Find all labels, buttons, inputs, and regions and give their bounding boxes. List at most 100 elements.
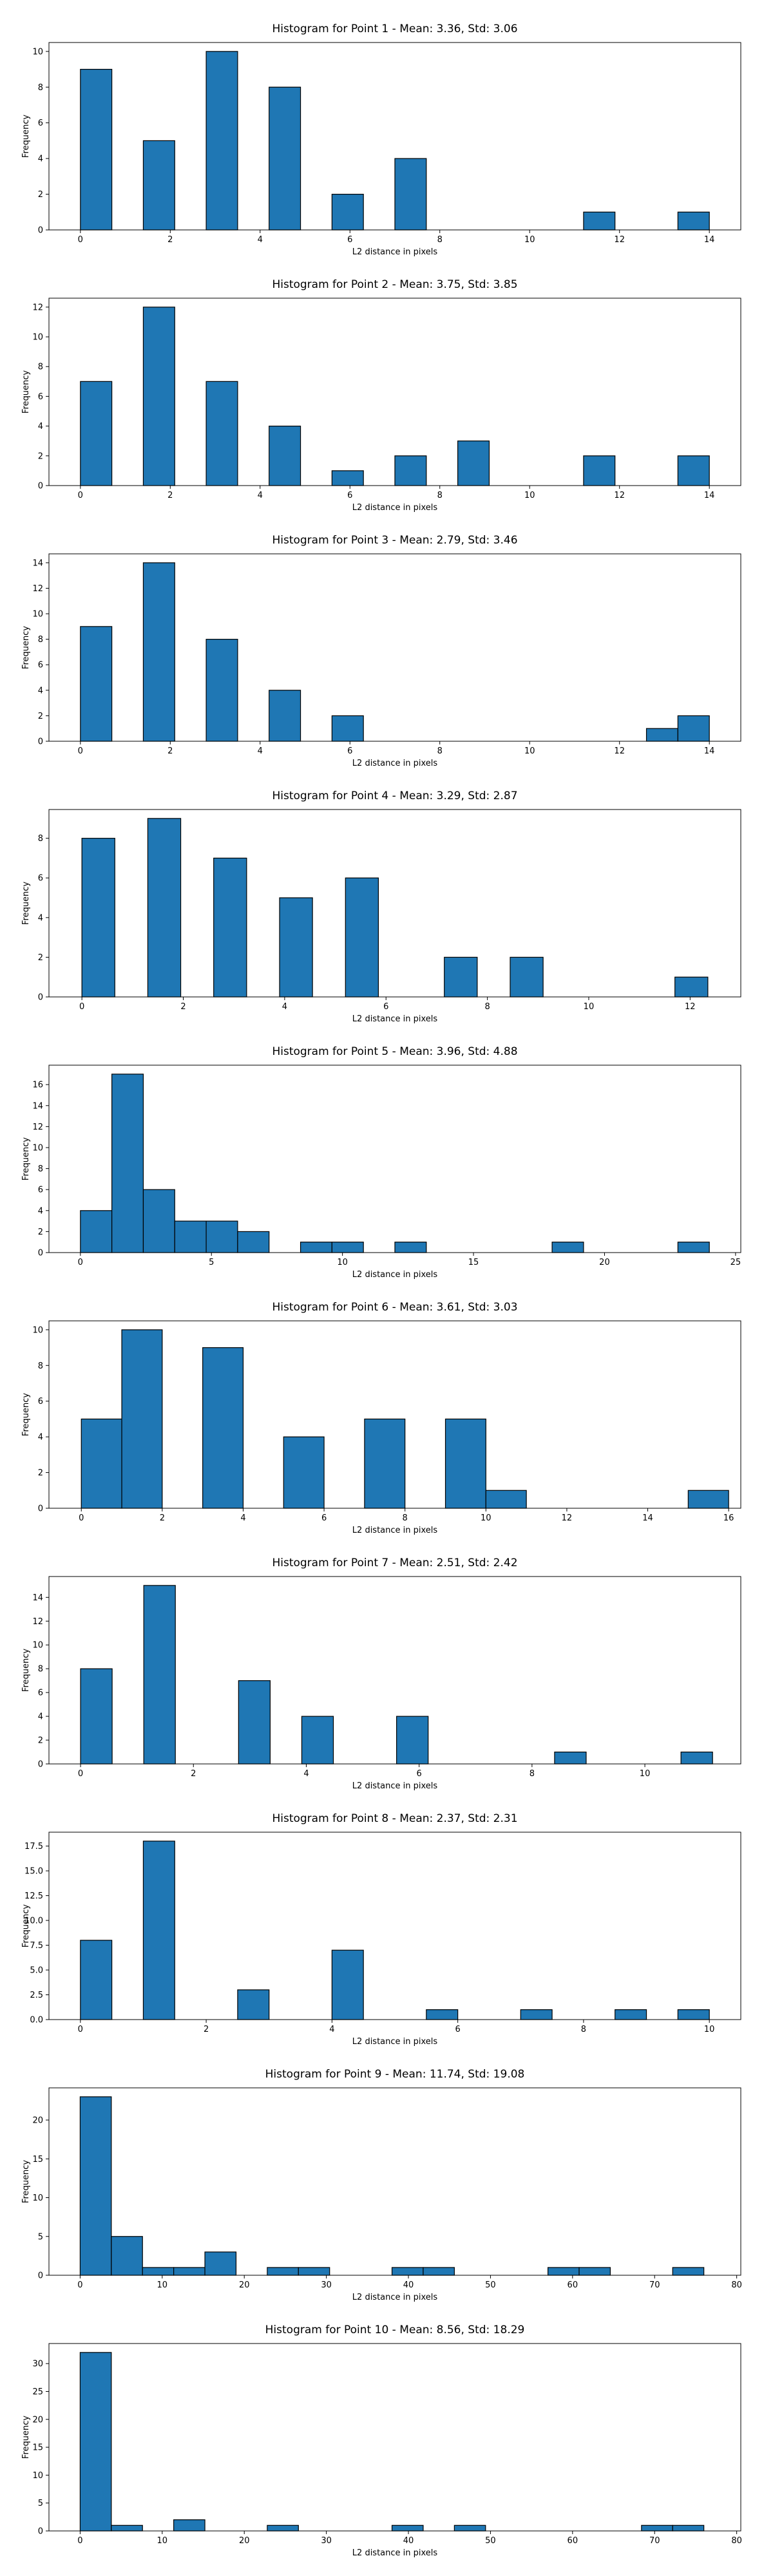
y-tick-label: 12 [32,584,43,594]
y-axis-label: Frequency [21,370,31,413]
histogram-bar [173,2519,205,2532]
y-tick-label: 0.0 [30,2016,43,2025]
y-tick-label: 0 [38,1504,43,1514]
histogram-bar [283,1436,325,1509]
histogram-bar [111,2524,143,2532]
x-tick-label: 15 [468,1258,479,1267]
y-tick-label: 0 [38,2271,43,2281]
x-tick-label: 10 [524,746,535,756]
x-tick-label: 4 [258,491,263,500]
x-tick-label: 0 [79,1513,84,1523]
histogram-bar [142,140,175,231]
histogram-bar [396,1716,429,1765]
x-tick-label: 8 [581,2025,586,2034]
histogram-bar [615,2009,647,2020]
y-axis-label: Frequency [21,2160,31,2203]
plot-frame [48,2087,741,2276]
histogram-chart-8: Histogram for Point 8 - Mean: 2.37, Std:… [21,1812,741,2047]
x-tick-label: 2 [167,746,173,756]
x-tick-label: 25 [730,1258,741,1267]
histogram-bar [345,877,379,998]
x-tick-label: 6 [417,1769,422,1779]
x-tick-label: 2 [160,1513,165,1523]
histogram-bar [331,1242,364,1253]
y-tick-label: 30 [32,2360,43,2369]
histogram-bar [147,818,182,998]
chart-title: Histogram for Point 2 - Mean: 3.75, Std:… [272,278,517,291]
y-tick-label: 6 [38,118,43,128]
x-tick-label: 0 [77,2280,82,2290]
x-tick-label: 4 [258,746,263,756]
y-tick-label: 10 [32,1143,43,1153]
histogram-bar [111,1074,144,1253]
histogram-chart-5: Histogram for Point 5 - Mean: 3.96, Std:… [21,1045,741,1280]
histogram-bar [687,1490,729,1509]
histogram-bar [80,1210,113,1253]
x-tick-label: 20 [239,2536,250,2546]
x-tick-label: 4 [240,1513,245,1523]
histogram-bar [300,1242,332,1253]
histogram-bar [279,897,313,998]
y-tick-label: 7.5 [30,1941,43,1951]
plot-frame [48,809,741,998]
y-axis-label: Frequency [21,1393,31,1436]
histogram-bar [548,2267,580,2276]
histogram-bar [551,1242,584,1253]
y-tick-label: 8 [38,1164,43,1174]
x-axis-label: L2 distance in pixels [352,2293,438,2302]
histogram-bar [672,2524,705,2532]
y-axis-label: Frequency [21,882,31,925]
x-tick-label: 4 [329,2025,334,2034]
histogram-bar [80,381,113,486]
y-tick-label: 8 [38,635,43,645]
histogram-bar [80,626,113,742]
histogram-bar [204,2251,237,2276]
y-tick-label: 10 [32,2471,43,2481]
x-tick-label: 10 [640,1769,651,1779]
y-tick-label: 2 [38,712,43,721]
histogram-bar [213,857,247,998]
x-tick-label: 14 [642,1513,653,1523]
plot-frame [48,2343,741,2532]
x-tick-label: 0 [77,2536,82,2546]
histogram-bar [142,562,175,742]
histogram-bar [205,1220,238,1253]
x-axis-label: L2 distance in pixels [352,759,438,768]
y-tick-label: 4 [38,1712,43,1722]
y-axis-label: Frequency [21,2416,31,2459]
y-tick-label: 6 [38,1397,43,1406]
x-axis-label: L2 distance in pixels [352,1526,438,1535]
histogram-bar [645,728,678,742]
x-tick-label: 4 [258,235,263,245]
y-axis-label: Frequency [21,115,31,158]
y-tick-label: 15.0 [24,1867,43,1877]
histogram-bar [331,715,364,742]
histogram-bar [238,1680,271,1765]
x-tick-label: 80 [731,2280,742,2290]
y-tick-label: 4 [38,1206,43,1216]
plot-frame [48,1065,741,1253]
y-tick-label: 0 [38,2527,43,2537]
chart-title: Histogram for Point 4 - Mean: 3.29, Std:… [272,790,517,802]
histogram-bar [426,2009,459,2020]
histogram-bar [80,1668,113,1765]
histogram-bar [80,1940,113,2020]
x-tick-label: 12 [562,1513,573,1523]
plot-frame [48,1320,741,1509]
x-tick-label: 0 [78,1769,83,1779]
x-tick-label: 10 [157,2536,168,2546]
y-tick-label: 6 [38,392,43,402]
y-tick-label: 20 [32,2415,43,2425]
y-tick-label: 4 [38,686,43,696]
x-tick-label: 5 [209,1258,214,1267]
histogram-bar [81,838,115,998]
y-tick-label: 25 [32,2387,43,2397]
chart-title: Histogram for Point 7 - Mean: 2.51, Std:… [272,1557,517,1569]
y-tick-label: 2 [38,1468,43,1478]
y-tick-label: 14 [32,1593,43,1603]
histogram-bar [680,1751,713,1765]
histogram-chart-9: Histogram for Point 9 - Mean: 11.74, Std… [21,2068,742,2302]
x-tick-label: 12 [685,1002,696,1012]
x-tick-label: 2 [180,1002,186,1012]
